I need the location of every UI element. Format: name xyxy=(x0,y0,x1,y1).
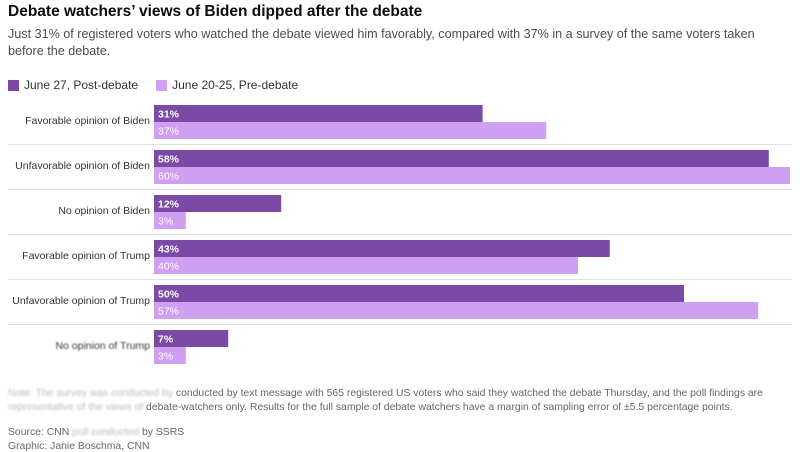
value-label-post: 43% xyxy=(158,244,180,256)
legend-label-pre: June 20-25, Pre-debate xyxy=(172,78,299,92)
bar-post-debate xyxy=(154,105,483,122)
value-label-pre: 37% xyxy=(158,126,179,138)
source-obscured: poll conducted xyxy=(72,427,140,438)
value-label-post: 31% xyxy=(158,109,180,121)
footnote-obscured-1: Note: The survey was conducted by xyxy=(8,388,173,399)
legend: June 27, Post-debate June 20-25, Pre-deb… xyxy=(8,78,316,92)
value-label-pre: 60% xyxy=(158,171,179,183)
bar-post-debate xyxy=(154,240,610,257)
value-label-pre: 57% xyxy=(158,306,179,318)
value-label-post: 50% xyxy=(158,289,180,301)
bar-pre-debate xyxy=(154,212,186,229)
legend-swatch-post xyxy=(8,79,19,91)
value-label-post: 7% xyxy=(158,334,174,346)
category-label: No opinion of Trump xyxy=(55,340,150,352)
bar-chart: Favorable opinion of Biden 31% 37% Unfavora… xyxy=(8,105,792,364)
category-label: Unfavorable opinion of Biden xyxy=(15,160,150,172)
bar-post-debate xyxy=(154,330,229,347)
legend-label-post: June 27, Post-debate xyxy=(24,78,139,92)
category-label: Unfavorable opinion of Trump xyxy=(12,295,150,307)
footnote-obscured-2: representative of the views of xyxy=(8,402,144,413)
value-label-post: 58% xyxy=(158,154,180,166)
footnote-line-1: conducted by text message with 565 regis… xyxy=(175,388,763,399)
bar-pre-debate xyxy=(154,167,790,184)
source-suffix: by SSRS xyxy=(142,427,185,438)
source-credits: Source: CNN poll conducted by SSRS Graph… xyxy=(8,426,184,452)
chart-subtitle: Just 31% of registered voters who watche… xyxy=(8,27,755,58)
footnote: Note: The survey was conducted by conduc… xyxy=(8,387,793,415)
value-label-post: 12% xyxy=(158,199,180,211)
chart-title: Debate watchers’ views of Biden dipped a… xyxy=(8,3,423,20)
graphic-credit: Graphic: Janie Boschma, CNN xyxy=(8,441,150,452)
category-label: Favorable opinion of Biden xyxy=(25,115,150,127)
legend-item-pre: June 20-25, Pre-debate xyxy=(156,78,298,92)
bar-pre-debate xyxy=(154,302,759,319)
category-label: No opinion of Biden xyxy=(58,205,150,217)
bar-pre-debate xyxy=(154,347,186,364)
source-prefix: Source: CNN xyxy=(8,427,70,438)
bar-post-debate xyxy=(154,285,684,302)
footnote-line-2: debate-watchers only. Results for the fu… xyxy=(146,402,733,413)
category-label: Favorable opinion of Trump xyxy=(22,250,150,262)
value-label-pre: 3% xyxy=(158,351,173,363)
legend-item-post: June 27, Post-debate xyxy=(8,78,138,92)
bar-pre-debate xyxy=(154,257,578,274)
bar-post-debate xyxy=(154,150,769,167)
bar-pre-debate xyxy=(154,122,547,139)
value-label-pre: 40% xyxy=(158,261,179,273)
bar-post-debate xyxy=(154,195,282,212)
value-label-pre: 3% xyxy=(158,216,173,228)
legend-swatch-pre xyxy=(156,79,168,91)
